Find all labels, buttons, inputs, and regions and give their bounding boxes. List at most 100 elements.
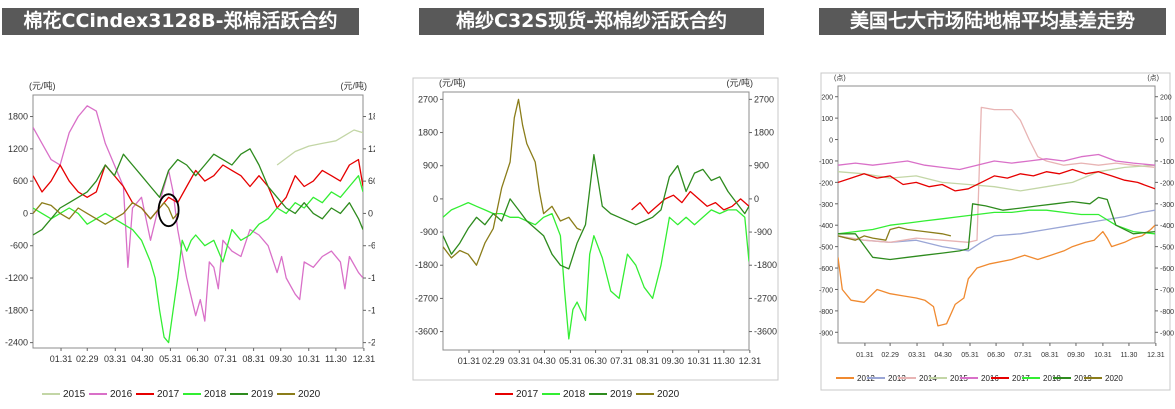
legend-label-2018: 2018 [1043, 374, 1061, 383]
x-tick-label: 02.29 [881, 352, 899, 359]
y-tick-label-right: -700 [1160, 287, 1174, 294]
x-tick-label: 12.31 [739, 356, 762, 366]
y-tick-label-right: 0 [1160, 138, 1164, 145]
series-line-2018 [443, 201, 749, 340]
x-tick-label: 03.31 [104, 354, 127, 364]
chart-frame [820, 72, 1171, 391]
x-tick-label: 06.30 [987, 352, 1005, 359]
y-tick-label-left: -2400 [5, 338, 28, 348]
y-tick-label-right: -900 [754, 227, 772, 237]
y-tick-label-right: -100 [1160, 159, 1174, 166]
x-tick-label: 12.31 [353, 354, 375, 364]
series-group [33, 105, 363, 344]
y-tick-label-left: -3600 [415, 327, 438, 337]
chart-panel-yarn-basis: 棉纱C32S现货-郑棉纱活跃合约 (元/吨) (元/吨) -3600 -3600 -27… [393, 0, 783, 409]
y-tick-label-left: 600 [13, 176, 28, 186]
x-tick-label: 08.31 [636, 356, 659, 366]
y-tick-label-right: 900 [754, 161, 769, 171]
x-tick-label: 02.29 [482, 356, 505, 366]
x-tick-label: 08.31 [1041, 352, 1059, 359]
y-tick-label-right: -1800 [754, 260, 777, 270]
chart-title: 棉纱C32S现货-郑棉纱活跃合约 [419, 8, 764, 35]
y-tick-label-left: -600 [10, 241, 28, 251]
y-tick-label-left: -900 [819, 330, 833, 337]
x-tick-label: 12.31 [1147, 352, 1165, 359]
y-tick-label-right: -1200 [368, 273, 375, 283]
y-tick-label-left: -500 [819, 245, 833, 252]
x-tick-label: 04.30 [533, 356, 556, 366]
y-tick-label-left: -700 [819, 287, 833, 294]
x-tick-label: 09.30 [661, 356, 684, 366]
x-tick-label: 03.31 [508, 356, 531, 366]
x-tick-label: 11.30 [713, 356, 735, 366]
y-axis-unit-left: (元/吨) [29, 80, 56, 91]
y-tick-label-left: -900 [420, 227, 438, 237]
x-tick-label: 01.31 [50, 354, 73, 364]
x-tick-label: 06.30 [584, 356, 607, 366]
y-axis-unit-right: (点) [1147, 74, 1159, 82]
chart-svg: (点) (点) -900 -900 -800 -800 -700 -700 -600 -600 -5… [819, 72, 1174, 391]
y-tick-label-left: 200 [821, 95, 833, 102]
y-tick-label-right: 1200 [368, 144, 375, 154]
y-tick-label-left: 0 [433, 194, 438, 204]
x-tick-label: 06.30 [186, 354, 209, 364]
legend-label-2017: 2017 [516, 389, 539, 400]
y-tick-label-left: -200 [819, 180, 833, 187]
x-tick-label: 07.31 [214, 354, 237, 364]
y-axis-unit-left: (点) [834, 74, 846, 82]
series-line-2020 [33, 202, 179, 225]
x-tick-label: 02.29 [76, 354, 99, 364]
x-tick-label: 05.31 [961, 352, 979, 359]
series-line-2017 [631, 190, 749, 215]
plot-area [837, 85, 1156, 344]
series-group [838, 106, 1155, 327]
y-tick-label-left: -600 [819, 266, 833, 273]
x-tick-label: 05.31 [159, 354, 182, 364]
legend-label-2020: 2020 [657, 389, 680, 400]
y-tick-label-right: 2700 [754, 94, 774, 104]
y-tick-label-left: -100 [819, 159, 833, 166]
legend-label-2016: 2016 [110, 389, 133, 400]
x-tick-label: 01.31 [856, 352, 874, 359]
legend-label-2020: 2020 [1105, 374, 1123, 383]
chart-panel-us-basis: 美国七大市场陆地棉平均基差走势 (点) (点) -900 -900 -800 -800 -7… [800, 0, 1175, 409]
y-axis-unit-right: (元/吨) [341, 80, 368, 91]
y-tick-label-left: 0 [23, 208, 28, 218]
plot-area [32, 94, 364, 349]
y-tick-label-left: 1800 [8, 112, 28, 122]
legend-label-2017: 2017 [1012, 374, 1030, 383]
x-tick-label: 04.30 [131, 354, 154, 364]
legend-label-2015: 2015 [63, 389, 86, 400]
series-line-2016 [838, 153, 1155, 171]
legend-label-2019: 2019 [610, 389, 633, 400]
x-tick-label: 09.30 [1067, 352, 1085, 359]
y-tick-label-right: 0 [754, 194, 759, 204]
series-line-2012 [838, 224, 1155, 327]
chart-frame [412, 77, 779, 381]
y-tick-label-left: 100 [821, 116, 833, 123]
y-tick-label-right: -800 [1160, 309, 1174, 316]
y-tick-label-right: -300 [1160, 202, 1174, 209]
x-tick-label: 01.31 [458, 356, 481, 366]
legend-label-2018: 2018 [563, 389, 586, 400]
annotation-circle [157, 193, 180, 228]
legend-label-2019: 2019 [251, 389, 274, 400]
series-group [443, 98, 749, 340]
plot-area [442, 91, 750, 351]
y-tick-label-left: -400 [819, 223, 833, 230]
y-tick-label-left: 2700 [418, 94, 438, 104]
y-tick-label-right: 100 [1160, 116, 1172, 123]
chart-svg: (元/吨) (元/吨) -3600 -3600 -2700 -2700 -1800 -1800… [412, 77, 779, 400]
chart-svg: (元/吨) (元/吨) -2400 -2400 -1800 -1800 -1200 -1200… [5, 80, 375, 400]
y-tick-label-left: -800 [819, 309, 833, 316]
y-tick-label-right: 600 [368, 176, 375, 186]
x-tick-label: 07.31 [610, 356, 633, 366]
y-axis-unit-right: (元/吨) [727, 77, 754, 88]
legend-label-2019: 2019 [1074, 374, 1092, 383]
y-tick-label-right: -200 [1160, 180, 1174, 187]
legend-label-2013: 2013 [888, 374, 906, 383]
series-line-2016 [33, 105, 363, 322]
x-tick-label: 10.31 [1094, 352, 1112, 359]
series-line-2015 [838, 164, 1155, 192]
series-line-2017 [838, 168, 1155, 192]
